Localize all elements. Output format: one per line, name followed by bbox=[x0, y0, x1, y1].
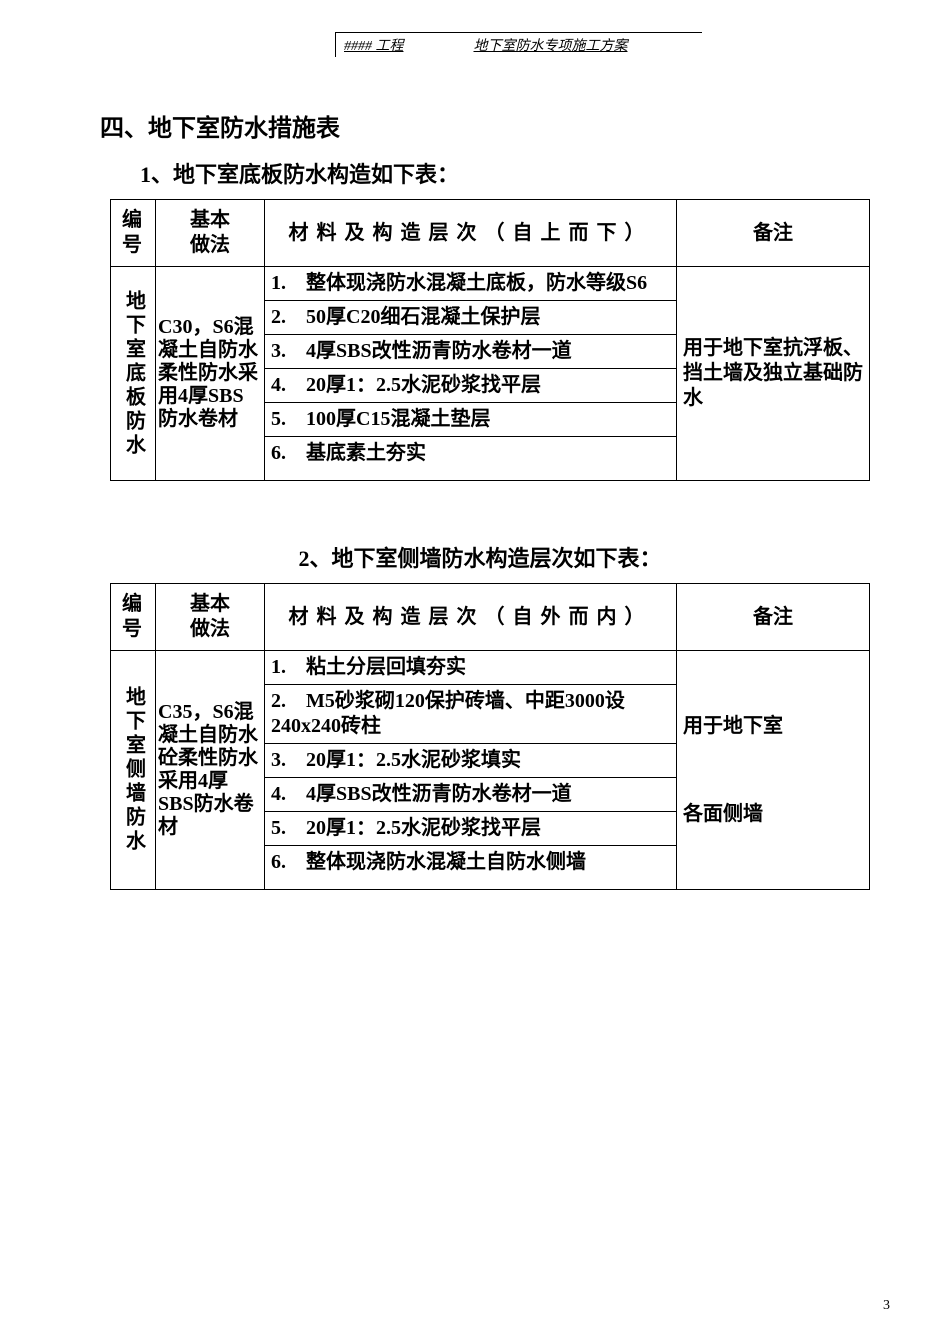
layer-cell: 5. 20厚1：2.5水泥砂浆找平层 bbox=[265, 812, 677, 846]
layer-cell: 1. 粘土分层回填夯实 bbox=[265, 651, 677, 685]
th-note: 备注 bbox=[677, 200, 870, 267]
layer-cell: 3. 4厚SBS改性沥青防水卷材一道 bbox=[265, 335, 677, 369]
th-id: 编号 bbox=[111, 584, 156, 651]
section-title: 四、地下室防水措施表 bbox=[100, 108, 860, 143]
note-cell: 用于地下室抗浮板、挡土墙及独立基础防水 bbox=[677, 267, 870, 481]
th-basic: 基本做法 bbox=[156, 584, 265, 651]
row-id-cell: 地下室底板防水 bbox=[111, 267, 156, 481]
header-doc-title: 地下室防水专项施工方案 bbox=[474, 35, 628, 55]
table2-caption: 2、地下室侧墙防水构造层次如下表： bbox=[100, 541, 860, 573]
page-header-bar: #### 工程 地下室防水专项施工方案 bbox=[335, 32, 702, 57]
content-area: 四、地下室防水措施表 1、地下室底板防水构造如下表： 编号 基本做法 材料及构造… bbox=[100, 108, 860, 890]
layer-cell: 4. 4厚SBS改性沥青防水卷材一道 bbox=[265, 778, 677, 812]
th-note: 备注 bbox=[677, 584, 870, 651]
th-material: 材料及构造层次（自上而下） bbox=[265, 200, 677, 267]
table-row: 地下室底板防水 C30，S6混凝土自防水柔性防水采用4厚SBS防水卷材 1. 整… bbox=[111, 267, 870, 301]
layer-cell: 6. 整体现浇防水混凝土自防水侧墙 bbox=[265, 846, 677, 890]
layer-cell: 4. 20厚1：2.5水泥砂浆找平层 bbox=[265, 369, 677, 403]
layer-cell: 2. M5砂浆砌120保护砖墙、中距3000设240x240砖柱 bbox=[265, 685, 677, 744]
table2-header-row: 编号 基本做法 材料及构造层次（自外而内） 备注 bbox=[111, 584, 870, 651]
table1-caption: 1、地下室底板防水构造如下表： bbox=[140, 157, 860, 189]
th-material: 材料及构造层次（自外而内） bbox=[265, 584, 677, 651]
header-project: #### 工程 bbox=[344, 35, 404, 55]
page-number: 3 bbox=[883, 1298, 890, 1314]
note-cell: 用于地下室各面侧墙 bbox=[677, 651, 870, 890]
row-id-cell: 地下室侧墙防水 bbox=[111, 651, 156, 890]
basic-method-cell: C35，S6混凝土自防水砼柔性防水采用4厚SBS防水卷材 bbox=[156, 651, 265, 890]
th-id: 编号 bbox=[111, 200, 156, 267]
row-id-label: 地下室底板防水 bbox=[121, 290, 146, 458]
table1-header-row: 编号 基本做法 材料及构造层次（自上而下） 备注 bbox=[111, 200, 870, 267]
layer-cell: 6. 基底素土夯实 bbox=[265, 437, 677, 481]
layer-cell: 1. 整体现浇防水混凝土底板，防水等级S6 bbox=[265, 267, 677, 301]
layer-cell: 5. 100厚C15混凝土垫层 bbox=[265, 403, 677, 437]
layer-cell: 3. 20厚1：2.5水泥砂浆填实 bbox=[265, 744, 677, 778]
layer-cell: 2. 50厚C20细石混凝土保护层 bbox=[265, 301, 677, 335]
row-id-label: 地下室侧墙防水 bbox=[121, 686, 146, 854]
table-bottom-slab: 编号 基本做法 材料及构造层次（自上而下） 备注 地下室底板防水 C30，S6混… bbox=[110, 199, 870, 481]
basic-method-cell: C30，S6混凝土自防水柔性防水采用4厚SBS防水卷材 bbox=[156, 267, 265, 481]
table-row: 地下室侧墙防水 C35，S6混凝土自防水砼柔性防水采用4厚SBS防水卷材 1. … bbox=[111, 651, 870, 685]
table-side-wall: 编号 基本做法 材料及构造层次（自外而内） 备注 地下室侧墙防水 C35，S6混… bbox=[110, 583, 870, 890]
th-basic: 基本做法 bbox=[156, 200, 265, 267]
